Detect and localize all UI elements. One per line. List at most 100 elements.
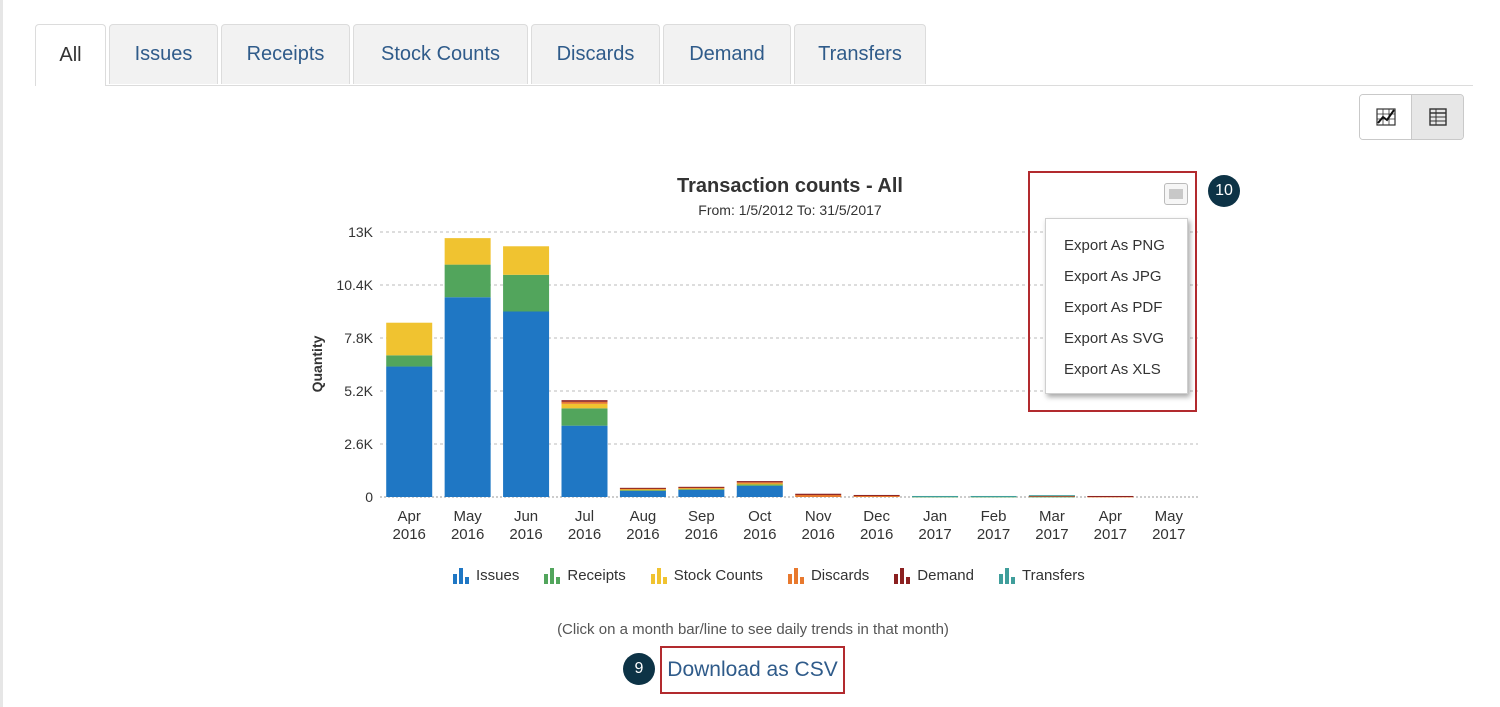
bar-segment[interactable] (678, 489, 725, 497)
chart-view-icon (1375, 108, 1396, 126)
table-view-button[interactable] (1411, 95, 1463, 139)
tab-receipts[interactable]: Receipts (221, 24, 350, 84)
x-tick-month: Jul (575, 508, 594, 525)
chart-title: Transaction counts - All (677, 175, 903, 197)
bar-series-icon (544, 568, 561, 584)
bar-segment[interactable] (619, 490, 666, 497)
table-view-icon (1428, 108, 1447, 126)
bar-segment[interactable] (561, 400, 608, 402)
bar-segment[interactable] (736, 481, 783, 483)
bar-segment[interactable] (503, 246, 550, 275)
download-csv-link[interactable]: Download as CSV (667, 658, 838, 681)
bar-segment[interactable] (1087, 495, 1134, 497)
x-tick-year: 2016 (509, 526, 542, 543)
x-tick-month: Jan (923, 508, 947, 525)
bar-segment[interactable] (503, 274, 550, 312)
legend-item-stock-counts[interactable]: Stock Counts (650, 566, 763, 584)
csv-highlight-box (660, 646, 845, 694)
bar-segment[interactable] (678, 487, 725, 489)
x-tick-month: May (453, 508, 482, 525)
export-menu-button[interactable] (1164, 183, 1188, 205)
bar-segment[interactable] (736, 483, 783, 485)
bar-segment[interactable] (619, 488, 666, 490)
legend-label: Receipts (567, 566, 626, 584)
bar-segment[interactable] (503, 311, 550, 498)
tab-transfers[interactable]: Transfers (794, 24, 926, 84)
bar-series-icon (894, 568, 911, 584)
bar-segment[interactable] (912, 495, 959, 497)
export-pdf-item[interactable]: Export As PDF (1064, 299, 1163, 316)
bar-segment[interactable] (386, 322, 433, 356)
legend-label: Transfers (1022, 566, 1085, 584)
x-tick-month: Oct (748, 508, 772, 525)
bar-segment[interactable] (444, 238, 491, 265)
export-xls-item[interactable]: Export As XLS (1064, 361, 1161, 378)
bar-segment[interactable] (853, 494, 900, 496)
bar-segment[interactable] (736, 485, 783, 497)
x-tick-year: 2017 (1035, 526, 1068, 543)
x-tick-year: 2017 (1094, 526, 1127, 543)
bar-segment[interactable] (619, 489, 666, 491)
x-tick-year: 2016 (451, 526, 484, 543)
legend-item-discards[interactable]: Discards (787, 566, 869, 584)
y-tick-label: 10.4K (336, 277, 373, 293)
legend-label: Discards (810, 566, 870, 584)
y-tick-label: 7.8K (344, 330, 373, 346)
callout-badge-csv: 9 (623, 653, 655, 685)
bar-segment[interactable] (619, 489, 666, 491)
tab-all[interactable]: All (35, 24, 106, 86)
x-tick-month: Apr (398, 508, 421, 525)
export-dropdown: Export As PNG Export As JPG Export As PD… (1045, 218, 1188, 394)
bar-segment[interactable] (1028, 495, 1075, 497)
bar-segment[interactable] (736, 484, 783, 486)
tab-divider (35, 85, 1473, 86)
tab-discards[interactable]: Discards (531, 24, 660, 84)
bar-segment[interactable] (970, 495, 1017, 497)
bar-segment[interactable] (678, 488, 725, 490)
tab-demand[interactable]: Demand (663, 24, 791, 84)
bar-segment[interactable] (619, 487, 666, 489)
export-jpg-item[interactable]: Export As JPG (1064, 268, 1162, 285)
export-png-item[interactable]: Export As PNG (1064, 237, 1165, 254)
bar-segment[interactable] (561, 408, 608, 426)
x-tick-month: Dec (863, 508, 890, 525)
x-tick-month: Feb (981, 508, 1007, 525)
bar-segment[interactable] (678, 486, 725, 488)
x-tick-month: Sep (688, 508, 715, 525)
export-highlight-box (1028, 171, 1197, 412)
view-toggle (1359, 94, 1464, 140)
legend-label: Stock Counts (673, 566, 763, 584)
legend-item-receipts[interactable]: Receipts (543, 566, 626, 584)
x-tick-month: Nov (805, 508, 832, 525)
bar-segment[interactable] (795, 493, 842, 495)
x-tick-year: 2016 (860, 526, 893, 543)
bar-segment[interactable] (795, 494, 842, 497)
bar-segment[interactable] (736, 482, 783, 484)
y-tick-label: 13K (348, 224, 374, 240)
bar-segment[interactable] (853, 495, 900, 497)
bar-segment[interactable] (678, 488, 725, 490)
bar-segment[interactable] (561, 425, 608, 497)
bar-segment[interactable] (444, 264, 491, 298)
bar-series-icon (999, 568, 1015, 584)
y-axis-label: Quantity (309, 335, 325, 392)
legend-label: Issues (476, 566, 520, 584)
bar-segment[interactable] (386, 366, 433, 497)
chart-hint-text: (Click on a month bar/line to see daily … (557, 621, 949, 638)
bar-segment[interactable] (444, 297, 491, 497)
tab-issues[interactable]: Issues (109, 24, 218, 84)
y-tick-label: 2.6K (344, 436, 373, 452)
bar-segment[interactable] (561, 403, 608, 409)
x-tick-year: 2016 (393, 526, 426, 543)
bar-segment[interactable] (386, 355, 433, 367)
legend-item-transfers[interactable]: Transfers (998, 566, 1085, 584)
chart-view-button[interactable] (1360, 95, 1411, 139)
x-tick-month: Jun (514, 508, 538, 525)
legend-item-issues[interactable]: Issues (452, 566, 519, 584)
chart-subtitle: From: 1/5/2012 To: 31/5/2017 (698, 202, 882, 218)
x-tick-year: 2017 (1152, 526, 1185, 543)
tab-stock-counts[interactable]: Stock Counts (353, 24, 528, 84)
export-svg-item[interactable]: Export As SVG (1064, 330, 1165, 347)
legend-item-demand[interactable]: Demand (893, 566, 974, 584)
bar-segment[interactable] (561, 401, 608, 404)
